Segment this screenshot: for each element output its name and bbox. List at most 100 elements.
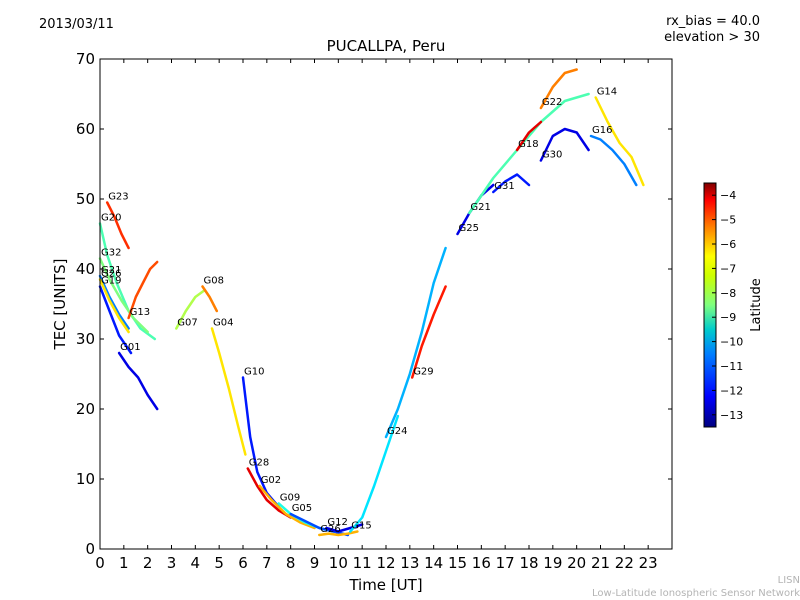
series-line-g15-18 [349,414,400,533]
series-label-g31-23: G31 [494,181,514,192]
x-tick-label: 14 [424,554,443,572]
series-line-g07-8 [175,288,207,330]
colorbar-label: Latitude [749,278,764,332]
series-label-g15-18: G15 [351,521,371,532]
colorbar-tick-label: −11 [720,360,743,373]
series-line-g14-27 [594,96,645,187]
colorbar-tick-label: −6 [720,238,736,251]
series-line-g26-4 [98,278,130,334]
series-label-g25-21: G25 [459,223,479,234]
x-tick-label: 3 [167,554,177,572]
series-line-g30-25 [539,127,590,162]
series-line-g24-19 [384,246,447,439]
x-tick-label: 5 [214,554,224,572]
y-tick-label: 50 [76,190,95,208]
series-label-g20-1: G20 [101,213,121,224]
watermark-line2: Low-Latitude Ionospheric Sensor Network [592,588,800,599]
x-tick-label: 23 [639,554,658,572]
colorbar-tick-label: −8 [720,287,736,300]
x-tick-label: 10 [329,554,348,572]
watermark: LISN Low-Latitude Ionospheric Sensor Net… [592,574,800,600]
x-tick-label: 1 [119,554,129,572]
series-label-g21-22: G21 [470,202,490,213]
colorbar: −4 −5 −6 −7 −8 −9 −10 −11 −12 −13 Latitude [703,182,764,428]
series-line-g08-9 [201,285,219,313]
series-label-g18-24: G18 [518,139,538,150]
x-tick-label: 22 [615,554,634,572]
colorbar-tick-label: −4 [720,189,736,202]
series-label-g28-12: G28 [249,458,269,469]
series-line-g21-3 [98,274,130,330]
y-axis-label: TEC [UNITS] [51,259,69,351]
y-tick-label: 70 [76,50,95,68]
x-tick-label: 11 [353,554,372,572]
series-label-g32-2: G32 [101,248,121,259]
series-label-g10-11: G10 [244,367,264,378]
x-axis-label: Time [UT] [348,576,422,594]
x-tick-label: 17 [496,554,515,572]
x-tick-label: 21 [591,554,610,572]
series-label-g09-14: G09 [280,493,300,504]
series-layer [98,68,645,537]
parameter-notes: rx_bias = 40.0 elevation > 30 [664,14,760,46]
series-line-g18-24 [515,120,543,152]
x-tick-label: 12 [376,554,395,572]
elevation-note: elevation > 30 [664,30,760,45]
series-label-g23-0: G23 [108,192,128,203]
series-label-g01-7: G01 [120,342,140,353]
series-label-g02-13: G02 [261,475,281,486]
series-label-g16-28: G16 [592,125,612,136]
series-label-g05-15: G05 [292,503,312,514]
x-tick-label: 2 [143,554,153,572]
series-line-g19-5 [98,285,133,355]
y-tick-label: 10 [76,470,95,488]
series-line-g31-23 [492,173,531,194]
series-line-g20-1 [98,222,157,341]
chart-title: PUCALLPA, Peru [326,37,446,55]
series-line-g29-20 [410,285,447,379]
series-line-g26-16 [318,530,359,537]
rx-bias-note: rx_bias = 40.0 [666,14,760,29]
y-tick-label: 60 [76,120,95,138]
series-label-layer: G23G20G32G21G26G19G13G01G07G08G04G10G28G… [101,87,617,536]
series-label-g04-10: G04 [213,318,233,329]
y-tick-label: 30 [76,330,95,348]
series-label-g12-17: G12 [327,517,347,528]
series-line-g01-7 [117,351,159,411]
x-tick-label: 15 [448,554,467,572]
x-tick-label: 19 [543,554,562,572]
series-line-g22-26 [539,68,578,110]
series-label-g29-20: G29 [413,367,433,378]
colorbar-tick-label: −7 [720,262,736,275]
series-label-g14-27: G14 [597,87,617,98]
date-label: 2013/03/11 [39,17,114,32]
series-line-g21-22 [468,92,590,215]
series-label-g26-4: G26 [101,269,121,280]
series-label-g08-9: G08 [204,276,224,287]
series-label-g26-16: G26 [320,524,340,535]
x-tick-label: 20 [567,554,586,572]
y-tick-label: 20 [76,400,95,418]
x-tick-label: 0 [95,554,105,572]
series-line-g32-2 [98,257,149,334]
colorbar-tick-label: −12 [720,384,743,397]
watermark-line1: LISN [777,575,800,586]
x-tick-label: 16 [472,554,491,572]
x-tick-label: 13 [400,554,419,572]
x-tick-label: 9 [310,554,320,572]
series-label-g07-8: G07 [177,318,197,329]
y-tick-label: 0 [85,540,95,558]
series-line-g13-6 [127,260,159,320]
series-line-g28-12 [246,467,292,519]
series-label-g30-25: G30 [542,150,562,161]
series-label-g19-5: G19 [101,276,121,287]
series-label-g13-6: G13 [130,307,150,318]
x-tick-label: 6 [238,554,248,572]
series-line-g16-28 [589,134,638,187]
plot-frame [99,58,673,550]
colorbar-tick-label: −9 [720,311,736,324]
colorbar-ticks: −4 −5 −6 −7 −8 −9 −10 −11 −12 −13 [712,189,743,422]
series-label-g21-3: G21 [101,265,121,276]
series-line-g23-0 [105,201,130,250]
